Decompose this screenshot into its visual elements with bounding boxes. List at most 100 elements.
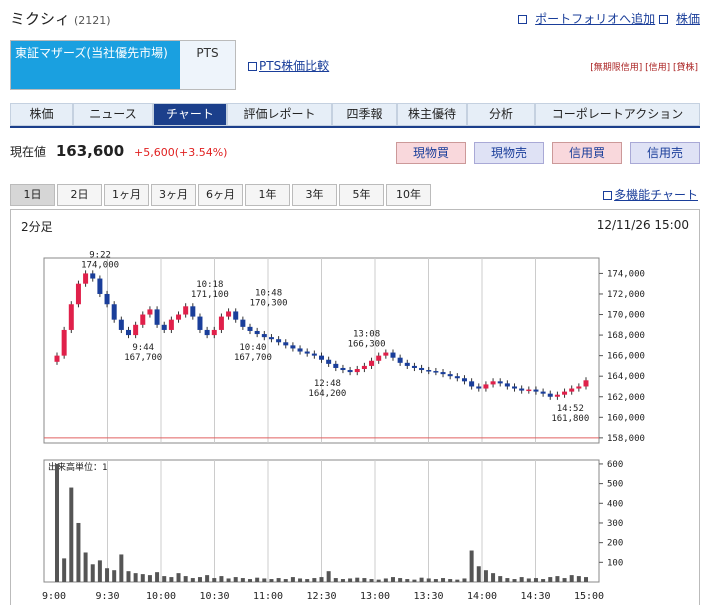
pts-compare-link[interactable]: PTS株価比較 (248, 57, 329, 74)
candle-body (75, 283, 81, 305)
volume-bar (83, 552, 88, 582)
period-6m[interactable]: 6ヶ月 (198, 184, 243, 206)
volume-tick-label: 100 (607, 558, 623, 568)
tab-news[interactable]: ニュース (73, 103, 153, 126)
candle-body (333, 363, 339, 368)
volume-bar (212, 578, 217, 582)
candle-body (461, 378, 467, 382)
volume-bar (155, 572, 160, 582)
x-tick-label: 9:00 (42, 591, 66, 602)
volume-bar (512, 579, 517, 582)
volume-bar (555, 576, 560, 582)
stock-code: (2121) (74, 14, 111, 27)
tab-shikiho[interactable]: 四季報 (332, 103, 397, 126)
multi-chart-link[interactable]: 多機能チャート (603, 186, 698, 203)
candle-body (454, 376, 460, 379)
candle-body (176, 314, 182, 320)
period-3m[interactable]: 3ヶ月 (151, 184, 196, 206)
cash-buy-button[interactable]: 現物買 (396, 142, 466, 164)
volume-bar (369, 579, 374, 582)
annotation-time: 12:48 (314, 379, 341, 389)
period-selector: 1日 2日 1ヶ月 3ヶ月 6ヶ月 1年 3年 5年 10年 (10, 184, 431, 206)
period-1m[interactable]: 1ヶ月 (104, 184, 149, 206)
volume-bar (462, 578, 467, 582)
candle-body (419, 367, 425, 371)
volume-bar (433, 579, 438, 582)
annotation-price: 167,700 (234, 353, 272, 363)
volume-bar (205, 575, 210, 582)
candle-body (104, 293, 110, 305)
volume-tick-label: 400 (607, 499, 623, 509)
period-1d[interactable]: 1日 (10, 184, 55, 206)
price-tick-label: 168,000 (607, 331, 645, 341)
annotation-price: 161,800 (551, 414, 589, 424)
period-3y[interactable]: 3年 (292, 184, 337, 206)
margin-buy-button[interactable]: 信用買 (552, 142, 622, 164)
price-tick-label: 160,000 (607, 413, 645, 423)
volume-bar (348, 578, 353, 582)
volume-bar (526, 578, 531, 582)
annotation-time: 10:40 (239, 343, 266, 353)
candle-body (254, 330, 260, 335)
volume-bar (355, 577, 360, 582)
volume-bar (362, 578, 367, 582)
period-2d[interactable]: 2日 (57, 184, 102, 206)
annotation-time: 9:22 (89, 250, 111, 260)
volume-bar (140, 574, 145, 582)
x-tick-label: 10:30 (199, 591, 229, 602)
annotation-price: 167,700 (124, 353, 162, 363)
candle-body (233, 311, 239, 320)
stock-price-link[interactable]: 株価 (675, 12, 700, 26)
volume-bar (112, 570, 117, 582)
volume-bar (290, 577, 295, 582)
candle-body (547, 393, 553, 397)
candle-body (583, 380, 589, 387)
period-5y[interactable]: 5年 (339, 184, 384, 206)
candle-body (61, 329, 67, 356)
candle-body (512, 386, 518, 389)
period-1y[interactable]: 1年 (245, 184, 290, 206)
candle-body (483, 384, 489, 389)
tab-analysis[interactable]: 分析 (467, 103, 535, 126)
volume-bar (233, 577, 238, 582)
tab-corporate-action[interactable]: コーポレートアクション (535, 103, 700, 126)
cash-sell-button[interactable]: 現物売 (474, 142, 544, 164)
candle-body (540, 391, 546, 394)
tab-benefits[interactable]: 株主優待 (397, 103, 467, 126)
volume-bar (269, 579, 274, 582)
volume-bar (319, 577, 324, 582)
tab-chart[interactable]: チャート (153, 103, 227, 126)
volume-bar (76, 522, 81, 582)
window-icon (603, 191, 613, 200)
candle-body (411, 365, 417, 368)
candle-body (125, 329, 131, 336)
candle-body (190, 306, 196, 317)
tab-report[interactable]: 評価レポート (227, 103, 332, 126)
market-tse-mothers[interactable]: 東証マザーズ(当社優先市場) (11, 41, 180, 89)
annotation-time: 9:44 (132, 343, 154, 353)
x-tick-label: 14:30 (520, 591, 550, 602)
volume-bar (305, 579, 310, 582)
candle-body (576, 386, 582, 389)
price-tick-label: 170,000 (607, 311, 645, 321)
volume-bar (283, 579, 288, 582)
candle-body (354, 369, 360, 373)
margin-sell-button[interactable]: 信用売 (630, 142, 700, 164)
volume-bar (69, 487, 74, 582)
volume-bar (90, 564, 95, 582)
add-portfolio-link[interactable]: ポートフォリオへ追加 (535, 12, 656, 26)
candle-body (319, 355, 324, 360)
period-10y[interactable]: 10年 (386, 184, 431, 206)
annotation-time: 10:18 (196, 280, 223, 290)
price-tick-label: 166,000 (607, 352, 645, 362)
candle-body (383, 352, 389, 356)
volume-bar (312, 578, 317, 582)
volume-unit-label: 出来高単位：1 (48, 461, 107, 473)
volume-bar (448, 579, 453, 582)
candle-body (569, 388, 575, 392)
annotation-price: 164,200 (308, 389, 346, 399)
tab-price[interactable]: 株価 (10, 103, 73, 126)
window-icon (248, 62, 257, 71)
market-pts[interactable]: PTS (180, 41, 235, 89)
annotation-price: 174,000 (81, 260, 119, 270)
